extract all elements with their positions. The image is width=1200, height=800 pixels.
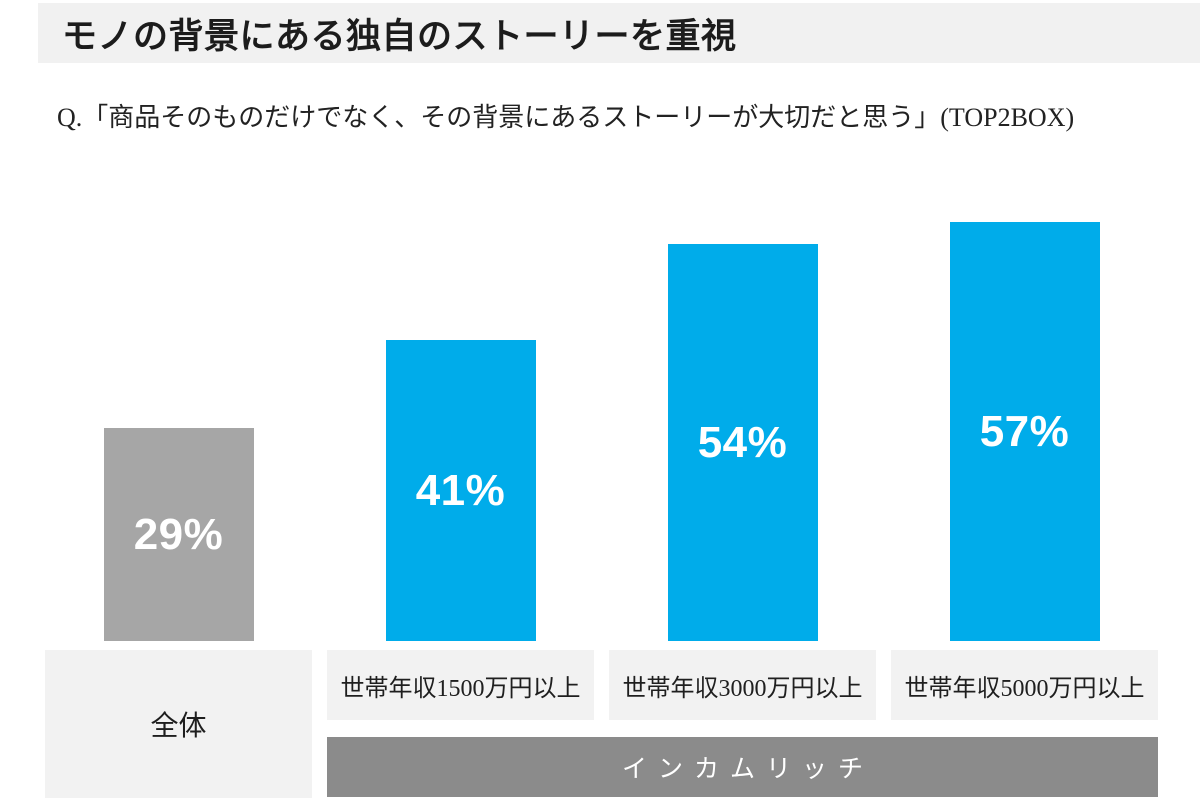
bar-column-income-5000: 57% 世帯年収5000万円以上	[891, 200, 1158, 798]
bar-income-1500: 41%	[385, 340, 536, 641]
chart-title: モノの背景にある独自のストーリーを重視	[62, 16, 737, 56]
category-label: 世帯年収5000万円以上	[904, 675, 1145, 702]
bar-area: 57%	[891, 200, 1158, 641]
chart-title-band: モノの背景にある独自のストーリーを重視	[38, 3, 1200, 63]
bar-income-3000: 54%	[667, 244, 818, 641]
group-annotation-band: インカムリッチ	[327, 737, 1158, 797]
bar-column-income-1500: 41% 世帯年収1500万円以上	[327, 200, 594, 798]
category-label: 世帯年収1500万円以上	[340, 675, 581, 702]
chart-question: Q.「商品そのものだけでなく、その背景にあるストーリーが大切だと思う」(TOP2…	[57, 103, 1075, 132]
bar-value-label: 29%	[133, 509, 224, 559]
bar-column-income-3000: 54% 世帯年収3000万円以上	[609, 200, 876, 798]
bar-chart: 29% 全体 41% 世帯年収1500万円以上 54%	[45, 200, 1158, 798]
category-panel-overall: 全体	[45, 650, 312, 798]
category-label: 世帯年収3000万円以上	[622, 675, 863, 702]
category-label: 全体	[150, 711, 207, 742]
bar-value-label: 57%	[979, 406, 1070, 456]
bar-income-5000: 57%	[949, 222, 1100, 641]
group-annotation-label: インカムリッチ	[621, 756, 874, 783]
bar-area: 54%	[609, 200, 876, 641]
category-panel-income-5000: 世帯年収5000万円以上	[891, 650, 1158, 720]
category-panel-income-3000: 世帯年収3000万円以上	[609, 650, 876, 720]
bar-value-label: 54%	[697, 417, 788, 467]
bar-area: 29%	[45, 200, 312, 641]
bar-area: 41%	[327, 200, 594, 641]
bar-column-overall: 29% 全体	[45, 200, 312, 798]
bar-overall: 29%	[103, 428, 254, 641]
bar-value-label: 41%	[415, 465, 506, 515]
category-panel-income-1500: 世帯年収1500万円以上	[327, 650, 594, 720]
